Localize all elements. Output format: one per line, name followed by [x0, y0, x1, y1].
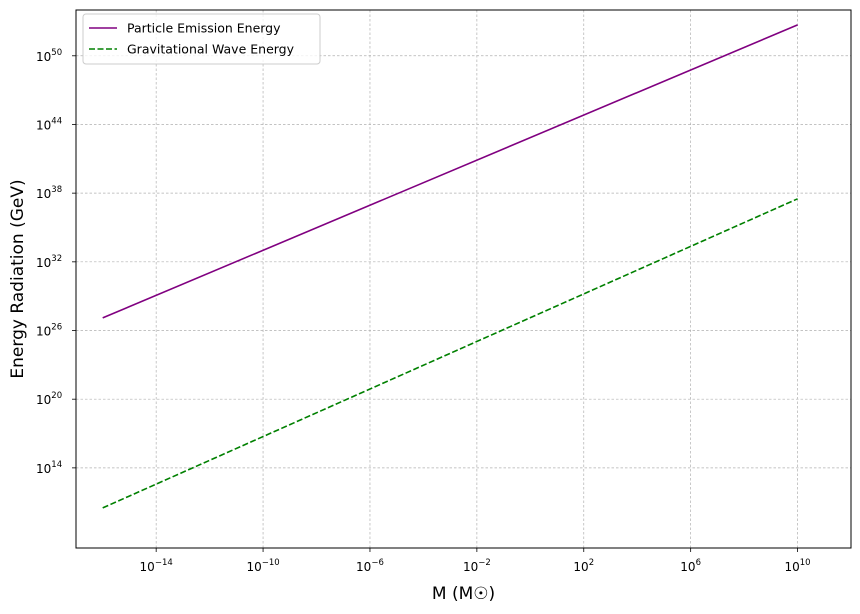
y-tick-label: 1032 [36, 254, 62, 270]
series-line-1 [102, 198, 798, 509]
x-axis-title: M (M☉) [432, 584, 495, 604]
x-tick-label: 106 [680, 558, 701, 574]
x-axis: 10−14 10−10 10−6 10−2 102 106 1010 [140, 548, 811, 574]
grid [76, 10, 851, 548]
x-tick-label: 10−10 [246, 558, 279, 574]
x-tick-label: 102 [573, 558, 594, 574]
y-tick-label: 1026 [36, 323, 62, 339]
y-axis: 1014 1020 1026 1032 1038 1044 1050 [36, 48, 76, 476]
series-line-0 [102, 24, 798, 319]
series-layer [102, 24, 798, 509]
x-tick-label: 10−2 [463, 558, 491, 574]
legend-label-0: Particle Emission Energy [127, 21, 281, 36]
y-tick-label: 1038 [36, 185, 62, 201]
x-tick-label: 10−6 [356, 558, 384, 574]
y-tick-label: 1050 [36, 48, 62, 64]
y-tick-label: 1020 [36, 391, 62, 407]
y-tick-label: 1014 [36, 460, 62, 476]
x-tick-label: 10−14 [140, 558, 173, 574]
y-axis-title: Energy Radiation (GeV) [8, 179, 28, 378]
legend-label-1: Gravitational Wave Energy [127, 42, 295, 57]
plot-frame [75, 9, 852, 549]
legend: Particle Emission Energy Gravitational Wa… [82, 13, 321, 65]
x-tick-label: 1010 [784, 558, 810, 574]
legend-box [82, 13, 321, 65]
y-tick-label: 1044 [36, 116, 62, 132]
